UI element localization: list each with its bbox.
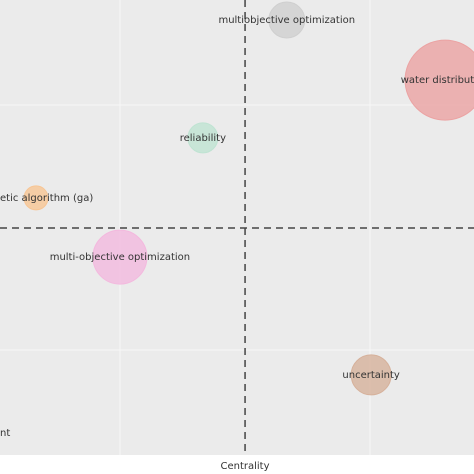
bubble-label: reliability: [180, 133, 226, 144]
bubble-label: multiobjective optimization: [218, 15, 355, 26]
bubble: [404, 39, 474, 121]
bubble-label: etic algorithm (ga): [0, 193, 93, 204]
grid: [0, 0, 474, 455]
bubble: [268, 1, 306, 39]
bubble-label: uncertainty: [342, 370, 400, 381]
x-axis-label: Centrality: [220, 461, 269, 472]
bubble: [23, 185, 49, 211]
annotation: nt: [0, 428, 10, 439]
bubble: [92, 229, 148, 285]
bubble-label: water distribution: [401, 75, 474, 86]
bubble-label: multi-objective optimization: [50, 252, 190, 263]
plot-background: [0, 0, 474, 455]
bubble: [187, 122, 219, 154]
bubble: [350, 354, 392, 396]
